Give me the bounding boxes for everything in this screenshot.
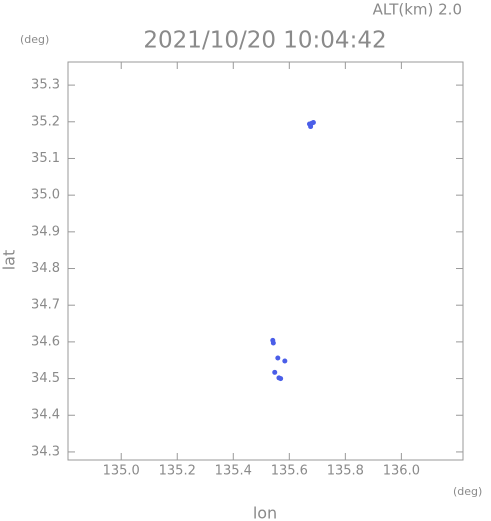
x-tick-label: 135.2: [159, 464, 196, 479]
y-tick-label: 34.8: [31, 261, 60, 276]
y-unit: (deg): [20, 33, 49, 46]
y-tick-label: 34.6: [31, 334, 60, 349]
point: [275, 355, 281, 361]
y-tick-label: 34.9: [31, 224, 60, 239]
y-tick-label: 35.2: [31, 114, 60, 129]
x-tick-label: 135.6: [271, 464, 308, 479]
chart-title: 2021/10/20 10:04:42: [143, 28, 386, 54]
x-unit: (deg): [453, 485, 482, 498]
y-tick-label: 34.4: [31, 408, 60, 423]
point: [272, 369, 278, 375]
y-tick-label: 34.5: [31, 371, 60, 386]
point: [310, 120, 316, 126]
point: [282, 358, 288, 364]
plot-frame: [67, 61, 464, 461]
y-tick-label: 35.0: [31, 188, 60, 203]
y-tick-label: 34.3: [31, 444, 60, 459]
x-tick-label: 135.8: [327, 464, 364, 479]
x-tick-label: 135.0: [103, 464, 140, 479]
point: [308, 124, 314, 130]
y-tick-label: 34.7: [31, 298, 60, 313]
subtitle: ALT(km) 2.0: [373, 1, 462, 19]
y-axis-label: lat: [0, 250, 19, 271]
x-tick-label: 136.0: [383, 464, 420, 479]
y-tick-label: 35.3: [31, 78, 60, 93]
x-axis-label: lon: [253, 504, 277, 521]
y-tick-label: 35.1: [31, 151, 60, 166]
point: [270, 340, 276, 346]
x-tick-label: 135.4: [215, 464, 252, 479]
point: [278, 376, 284, 382]
